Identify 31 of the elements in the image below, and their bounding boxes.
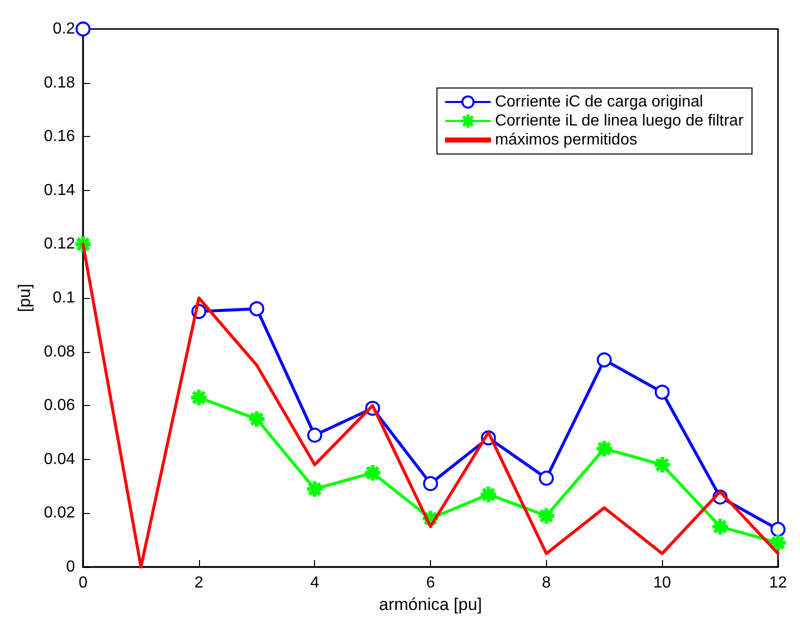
point <box>307 428 322 443</box>
point <box>596 352 612 368</box>
x-tick-label: 8 <box>542 574 551 592</box>
x-tick-label: 2 <box>194 574 204 592</box>
y-tick-label: 0.2 <box>52 20 76 38</box>
legend-label: Corriente iL de linea luego de filtrar <box>494 112 744 130</box>
y-tick-label: 0.1 <box>52 290 76 306</box>
x-tick-label: 4 <box>310 574 320 592</box>
y-tick-label: 0.06 <box>44 397 76 414</box>
x-tick-label: 10 <box>653 574 672 592</box>
y-tick-label: 0.02 <box>44 504 76 522</box>
x-tick-label: 6 <box>426 574 436 592</box>
y-tick-label: 0.14 <box>44 182 76 199</box>
x-tick-label: 0 <box>78 574 88 592</box>
point <box>423 476 438 492</box>
y-tick-label: 0.16 <box>44 128 76 146</box>
point <box>538 470 554 486</box>
legend-label: Corriente iC de carga original <box>494 94 704 110</box>
point <box>654 384 670 400</box>
y-tick-label: 0.08 <box>44 343 76 360</box>
x-axis-title: armónica [pu] <box>379 594 482 614</box>
y-axis-title: [pu] <box>15 284 34 312</box>
y-tick-label: 0.18 <box>44 74 76 92</box>
legend-label: máximos permitidos <box>494 132 638 148</box>
y-tick-label: 0.12 <box>44 236 76 253</box>
x-tick-label: 12 <box>769 574 787 592</box>
point <box>76 22 91 36</box>
point <box>249 301 264 316</box>
point <box>770 522 786 537</box>
y-tick-label: 0 <box>66 558 76 576</box>
y-tick-label: 0.04 <box>44 450 76 468</box>
